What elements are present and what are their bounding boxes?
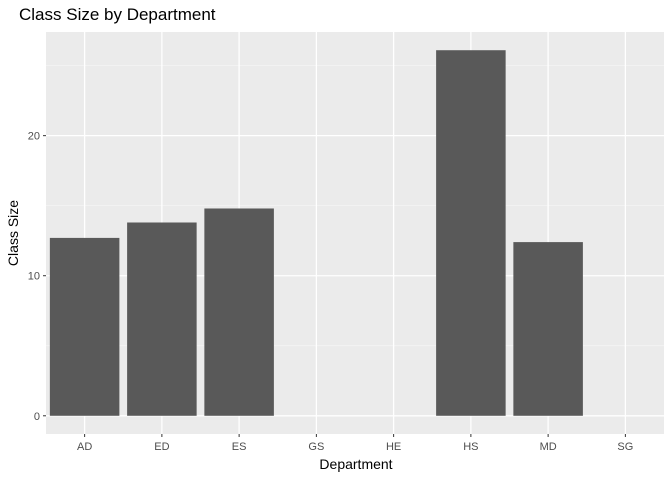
x-axis: AD ED ES GS HE HS MD SG <box>77 434 633 453</box>
x-tick-label: AD <box>77 441 92 453</box>
x-tick-label: SG <box>617 441 633 453</box>
y-axis-title: Class Size <box>5 200 21 266</box>
x-tick-label: HS <box>463 441 478 453</box>
bar-md <box>513 242 583 416</box>
x-tick-label: ED <box>154 441 169 453</box>
x-tick-label: ES <box>232 441 247 453</box>
y-tick-label: 0 <box>34 411 40 423</box>
x-axis-title: Department <box>319 456 392 472</box>
y-tick-label: 10 <box>28 271 40 283</box>
y-axis: 0 10 20 <box>28 131 46 423</box>
x-tick-label: GS <box>308 441 324 453</box>
bar-ed <box>127 222 197 416</box>
x-tick-label: MD <box>540 441 557 453</box>
grid-lines <box>46 32 664 434</box>
bars <box>49 50 583 416</box>
x-tick-label: HE <box>386 441 401 453</box>
bar-hs <box>436 50 506 416</box>
bar-ad <box>49 237 120 416</box>
chart-title: Class Size by Department <box>19 5 216 24</box>
y-tick-label: 20 <box>28 131 40 143</box>
bar-es <box>204 208 274 416</box>
